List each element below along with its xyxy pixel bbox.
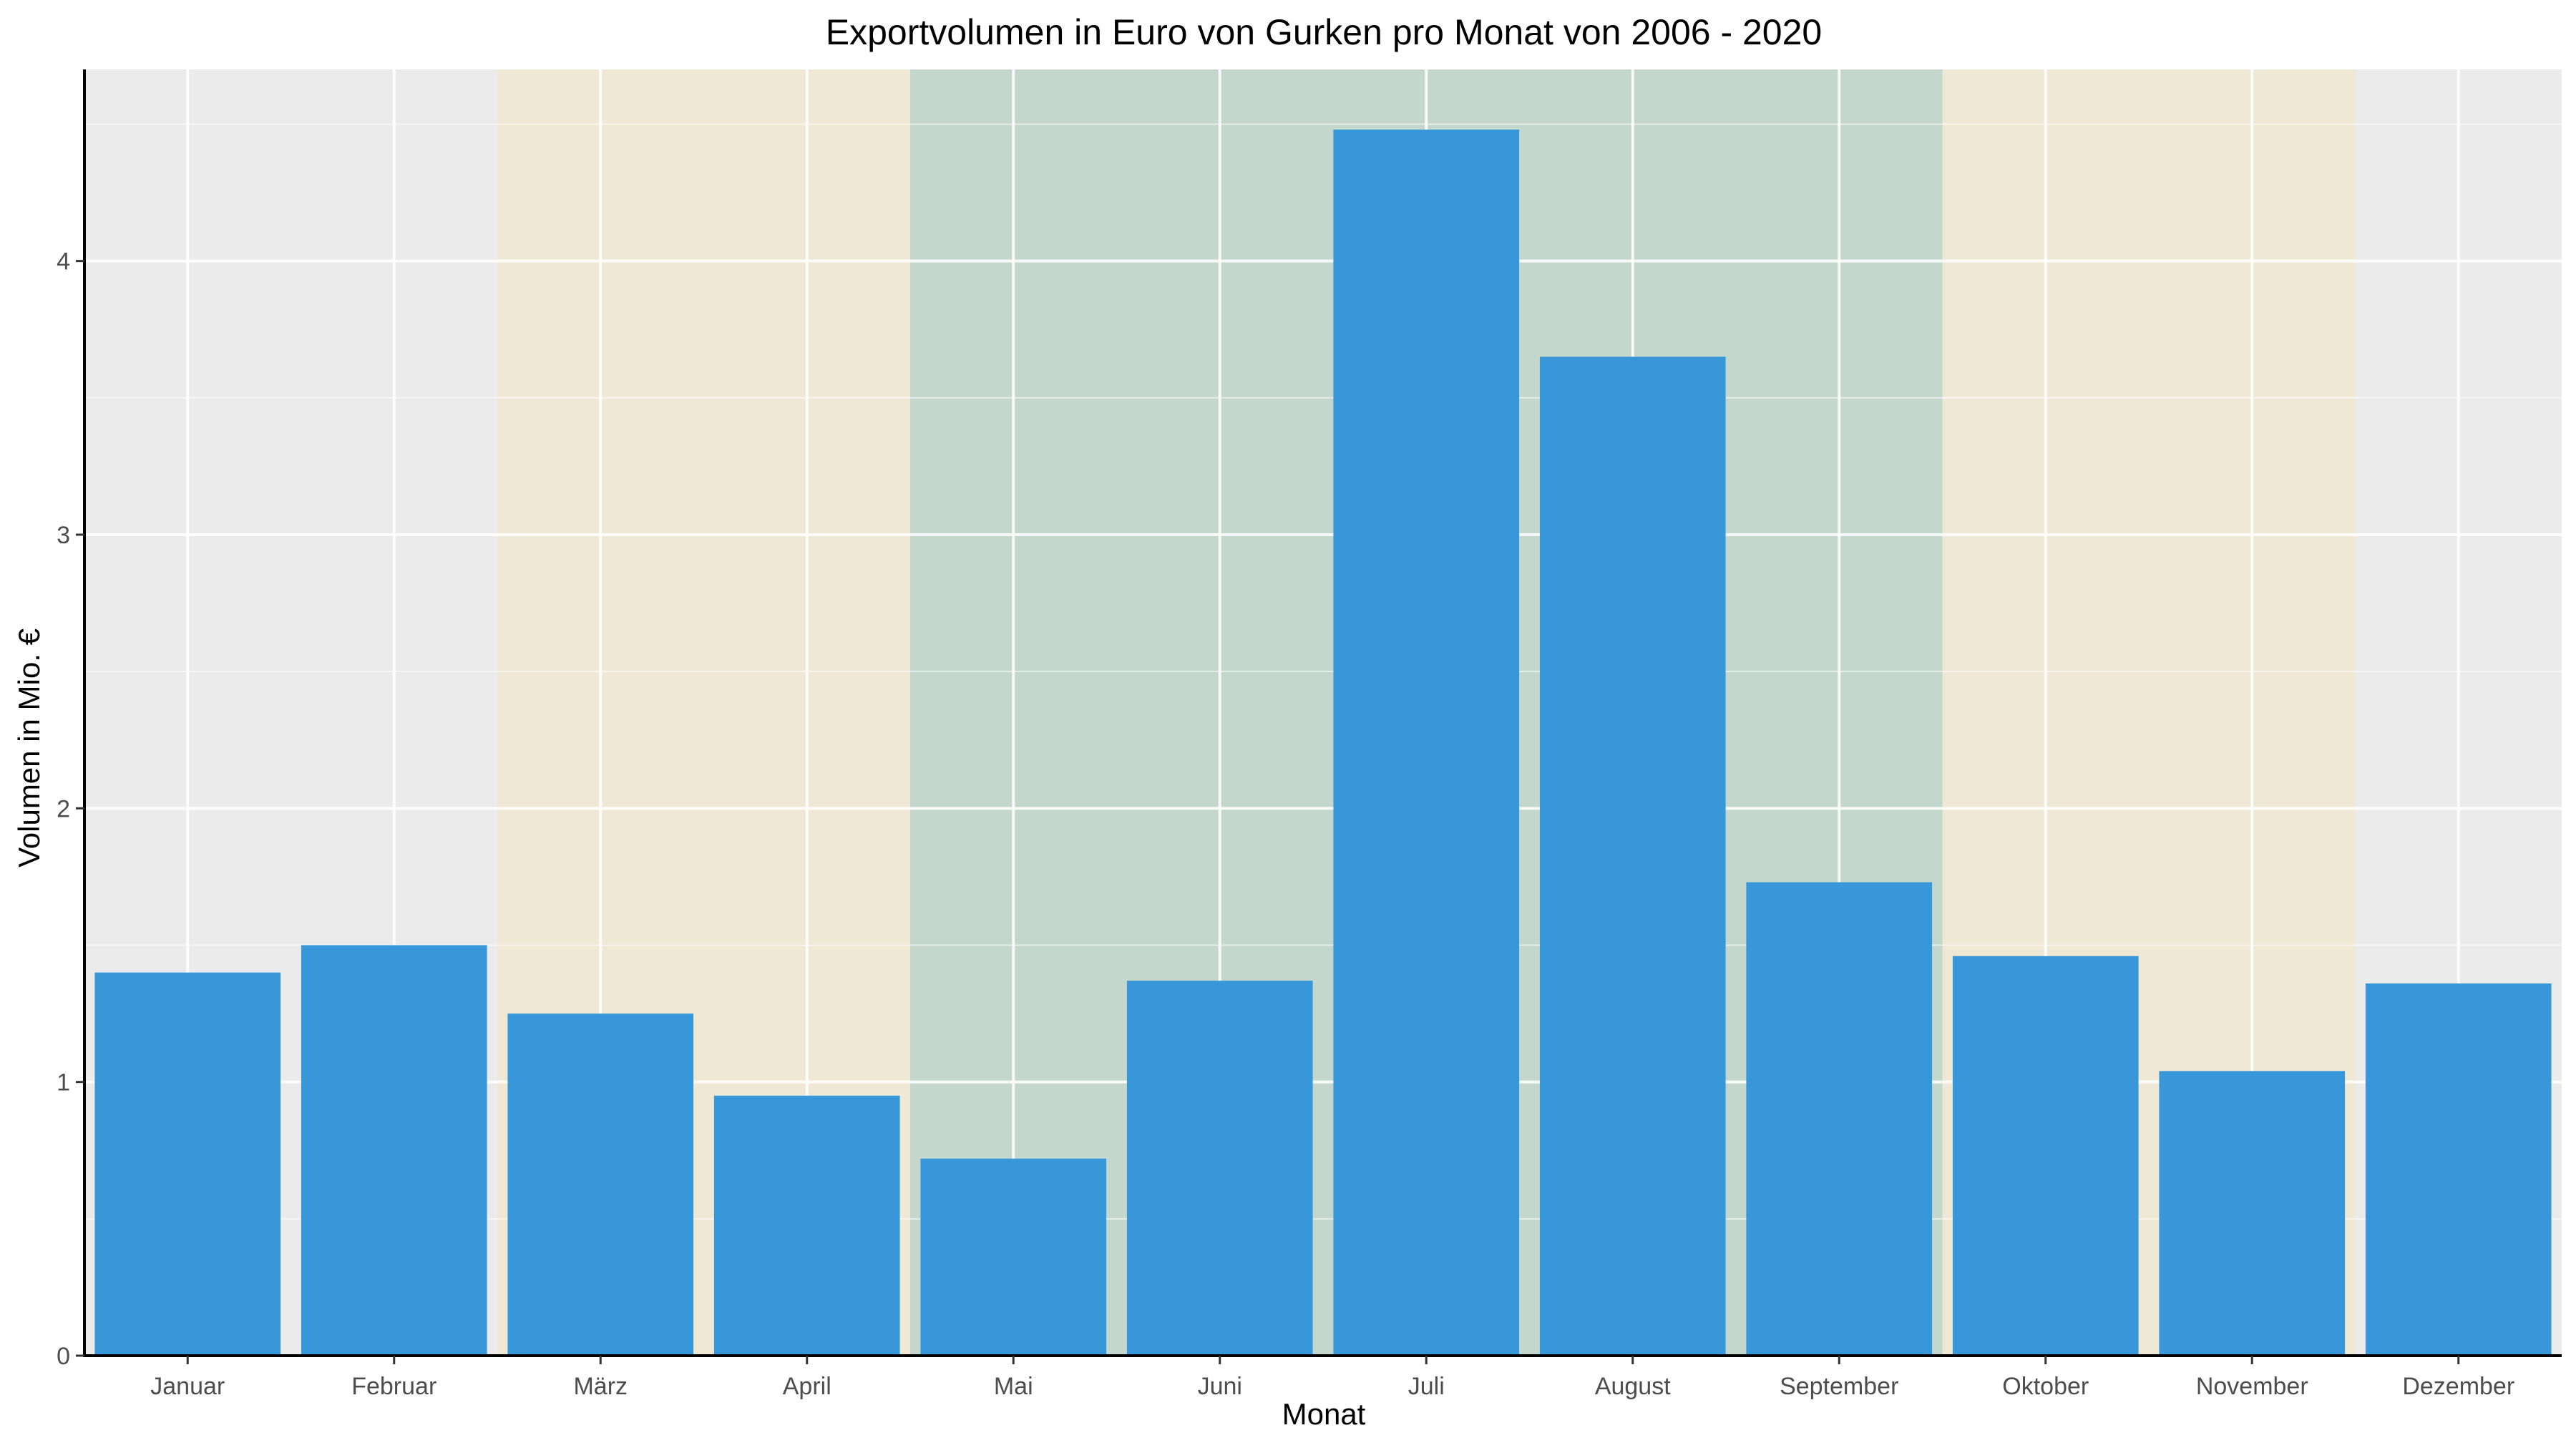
- axes: [76, 69, 2562, 1364]
- x-tick-label: August: [1595, 1373, 1671, 1400]
- x-tick-label: Juli: [1408, 1373, 1445, 1400]
- bar-juli: [1333, 130, 1520, 1356]
- bars: [94, 130, 2552, 1356]
- y-tick-label: 4: [57, 248, 70, 276]
- x-axis-title: Monat: [1282, 1397, 1366, 1431]
- bar-märz: [507, 1014, 694, 1356]
- bar-april: [713, 1095, 900, 1356]
- bar-august: [1539, 356, 1726, 1356]
- x-tick-label: Februar: [351, 1373, 436, 1400]
- x-tick-label: März: [573, 1373, 628, 1400]
- bar-mai: [920, 1158, 1107, 1356]
- y-tick-label: 1: [57, 1069, 70, 1097]
- x-tick-label: April: [783, 1373, 831, 1400]
- x-tick-label: Oktober: [2002, 1373, 2089, 1400]
- y-tick-label: 0: [57, 1343, 70, 1370]
- x-tick-label: Januar: [150, 1373, 225, 1400]
- bar-juni: [1126, 981, 1313, 1356]
- bar-november: [2159, 1071, 2346, 1356]
- x-tick-label: September: [1780, 1373, 1898, 1400]
- x-tick-label: Mai: [994, 1373, 1033, 1400]
- bar-dezember: [2365, 983, 2552, 1356]
- season-bands: [84, 69, 2562, 1356]
- bar-september: [1746, 882, 1933, 1356]
- y-tick-label: 3: [57, 522, 70, 549]
- x-tick-label: Dezember: [2402, 1373, 2514, 1400]
- bar-oktober: [1952, 956, 2139, 1356]
- y-tick-label: 2: [57, 795, 70, 822]
- chart-title: Exportvolumen in Euro von Gurken pro Mon…: [826, 12, 1822, 52]
- bar-februar: [301, 945, 487, 1356]
- x-tick-label: Juni: [1198, 1373, 1242, 1400]
- tick-labels: 0 1 2 3 4 Januar Februar März April Mai Juni Juli Au…: [57, 248, 2514, 1400]
- y-axis-title: Volumen in Mio. €: [12, 628, 46, 868]
- x-tick-label: November: [2196, 1373, 2308, 1400]
- bar-januar: [94, 972, 281, 1356]
